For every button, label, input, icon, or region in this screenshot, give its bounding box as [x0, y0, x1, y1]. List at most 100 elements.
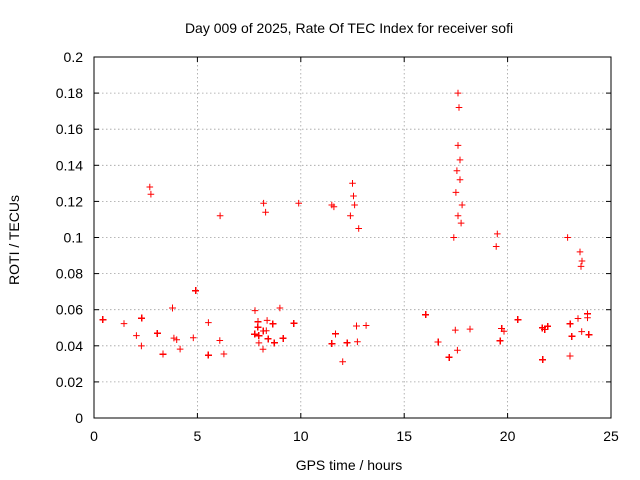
data-point	[192, 287, 199, 294]
data-point	[216, 337, 224, 344]
data-point	[544, 323, 551, 330]
data-point	[541, 326, 548, 333]
data-point	[260, 327, 267, 335]
data-point	[362, 322, 370, 329]
y-axis-label: ROTI / TECUs	[6, 195, 22, 285]
data-point	[350, 192, 357, 200]
y-tick-label: 0.16	[56, 121, 83, 137]
data-point	[290, 320, 298, 327]
x-tick-label: 10	[293, 428, 309, 444]
data-point	[434, 338, 442, 346]
x-tick-label: 20	[500, 428, 516, 444]
data-point	[295, 199, 302, 207]
data-point	[173, 336, 180, 343]
x-tick-label: 0	[90, 428, 98, 444]
data-point	[452, 189, 460, 196]
data-point	[262, 208, 269, 216]
data-point	[259, 345, 267, 353]
data-point	[260, 199, 267, 207]
data-point	[498, 325, 505, 332]
data-point	[264, 335, 272, 343]
y-tick-label: 0	[75, 410, 83, 426]
data-point	[574, 315, 582, 322]
data-point	[539, 356, 546, 363]
data-point	[577, 263, 585, 270]
y-tick-labels: 0 0.02 0.04 0.06 0.08 0.1 0.12 0.14 0.16 0.18 0.2	[56, 49, 83, 426]
data-point	[454, 212, 462, 220]
data-point	[585, 331, 593, 338]
data-point	[514, 316, 522, 323]
data-point	[263, 317, 271, 324]
data-point	[120, 320, 128, 327]
data-point	[279, 335, 287, 342]
plot-frame	[93, 56, 612, 419]
y-tick-label: 0.2	[64, 49, 84, 65]
data-point	[466, 325, 474, 333]
data-point	[355, 225, 362, 232]
data-point	[138, 342, 145, 350]
data-point	[255, 339, 263, 347]
axis-ticks	[93, 56, 612, 419]
data-point	[251, 330, 258, 338]
y-tick-label: 0.04	[56, 338, 83, 354]
data-point	[576, 248, 584, 256]
data-point	[584, 310, 591, 318]
data-point	[568, 333, 576, 340]
data-point	[456, 176, 464, 183]
data-point	[147, 190, 155, 198]
data-point	[205, 351, 212, 359]
data-point	[251, 307, 259, 314]
data-point	[566, 352, 574, 360]
data-point	[492, 243, 500, 250]
data-point	[353, 322, 360, 330]
data-point	[271, 339, 278, 347]
data-point	[133, 332, 140, 339]
data-point	[458, 201, 466, 209]
data-point	[154, 330, 161, 337]
data-point	[564, 234, 571, 241]
y-tick-label: 0.06	[56, 302, 83, 318]
data-point	[347, 212, 354, 220]
x-tick-label: 5	[194, 428, 202, 444]
data-point	[328, 340, 336, 347]
data-point	[255, 332, 263, 339]
x-tick-labels: 0 5 10 15 20 25	[90, 428, 619, 444]
data-point	[170, 334, 178, 342]
grid-lines	[94, 57, 611, 418]
data-point	[354, 338, 361, 346]
data-point	[205, 319, 212, 326]
data-point	[494, 230, 501, 238]
data-point	[454, 89, 462, 97]
data-point	[349, 180, 356, 187]
data-point	[578, 257, 586, 265]
data-point	[176, 345, 184, 353]
data-point	[454, 346, 461, 354]
data-point	[332, 330, 339, 338]
data-point	[456, 156, 464, 164]
data-point	[457, 219, 465, 227]
data-point	[169, 304, 176, 312]
data-point	[445, 354, 453, 361]
data-point	[254, 323, 262, 331]
x-axis-label: GPS time / hours	[296, 457, 403, 473]
data-point	[269, 320, 277, 328]
data-point	[351, 201, 358, 209]
data-point	[496, 337, 504, 345]
data-point	[566, 320, 574, 328]
data-point	[216, 212, 224, 220]
data-point	[138, 314, 145, 322]
data-point	[422, 311, 429, 318]
data-point	[453, 167, 461, 174]
y-tick-label: 0.1	[64, 230, 84, 246]
y-tick-label: 0.14	[56, 157, 83, 173]
data-point	[339, 358, 346, 365]
data-point	[330, 203, 338, 211]
data-point	[454, 142, 462, 149]
data-point	[452, 326, 459, 334]
x-tick-label: 15	[396, 428, 412, 444]
x-tick-label: 25	[603, 428, 619, 444]
data-point	[450, 234, 458, 241]
data-point	[146, 183, 154, 191]
data-point	[455, 104, 463, 111]
data-point	[578, 328, 585, 335]
